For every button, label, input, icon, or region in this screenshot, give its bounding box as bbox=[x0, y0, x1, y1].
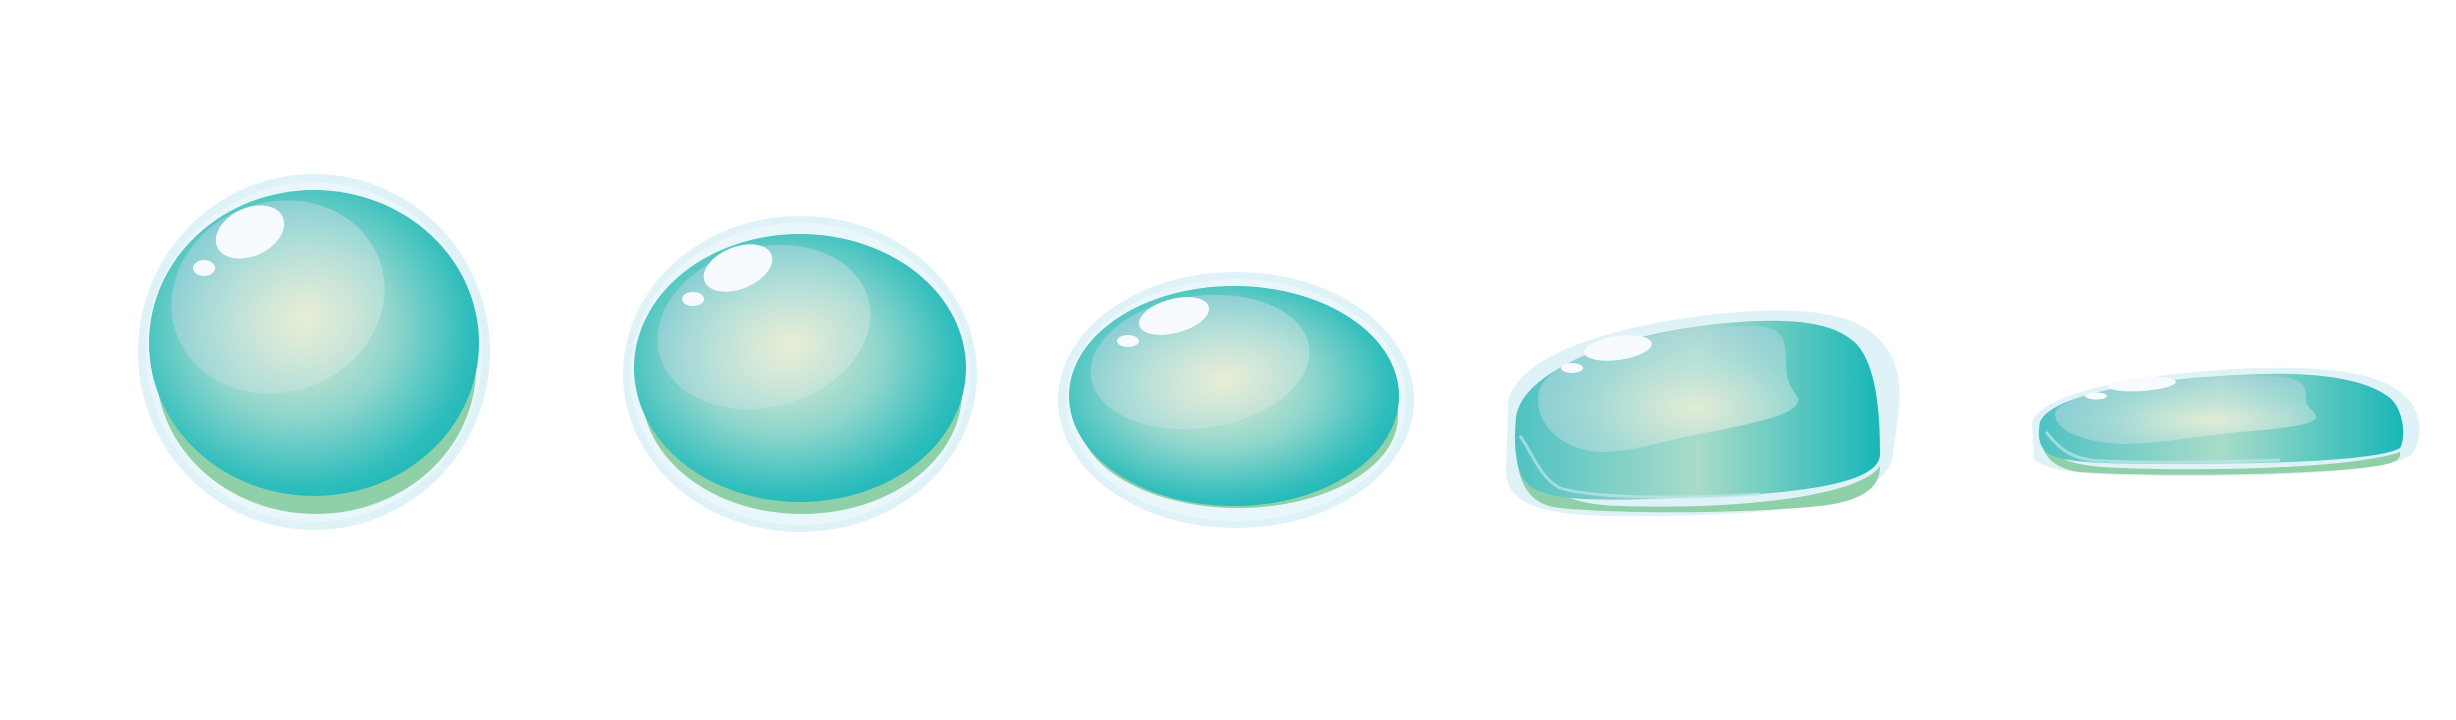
drop-highlight-dot bbox=[1117, 335, 1139, 347]
flattened-drop bbox=[1058, 272, 1414, 528]
drop-highlight-dot bbox=[1561, 363, 1583, 373]
flat-puddle-drop bbox=[2032, 367, 2420, 476]
drop-inner-edge bbox=[1518, 435, 1761, 499]
drop-shadow bbox=[2040, 430, 2401, 475]
drop-highlight bbox=[703, 244, 773, 292]
slightly-squashed-drop bbox=[623, 216, 977, 532]
drop-sheen bbox=[2055, 376, 2317, 444]
drop-shadow bbox=[1515, 420, 1880, 513]
drop-highlight bbox=[1138, 297, 1210, 335]
drop-highlight bbox=[215, 205, 285, 259]
drop-highlight-dot bbox=[2085, 392, 2107, 400]
spreading-drop bbox=[1506, 310, 1900, 517]
drop-highlight-dot bbox=[682, 292, 704, 306]
drop-highlight-dot bbox=[193, 260, 215, 276]
drop-inner-edge bbox=[2044, 431, 2281, 464]
drop-highlight bbox=[1584, 335, 1652, 361]
drop-highlight bbox=[2108, 376, 2176, 392]
round-drop bbox=[138, 174, 490, 530]
